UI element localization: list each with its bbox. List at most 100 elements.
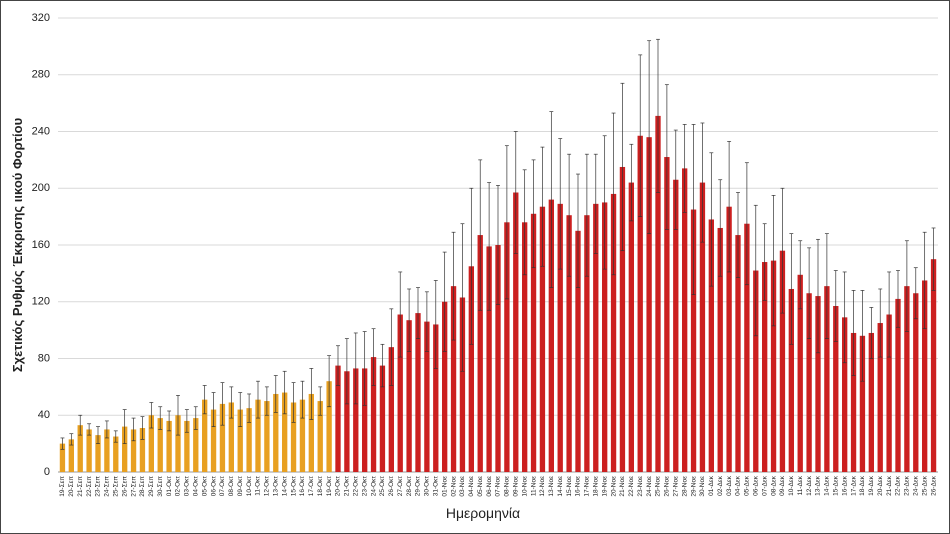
bar	[602, 202, 608, 472]
x-tick-label: 20-Οκτ	[335, 476, 342, 497]
x-tick-label: 26-Οκτ	[388, 476, 395, 497]
error-bar	[584, 153, 589, 277]
bar	[317, 401, 323, 472]
x-tick-label: 21-Οκτ	[344, 476, 351, 497]
x-tick-label: 02-Οκτ	[175, 476, 182, 497]
error-bar	[718, 179, 723, 277]
x-tick-label: 01-Νοε	[441, 476, 448, 497]
error-bar	[496, 185, 500, 305]
x-tick-label: 04-Δεκ	[735, 475, 742, 496]
x-tick-label: 24-Δεκ	[912, 475, 919, 496]
x-tick-label: 29-Σεπ	[148, 475, 155, 496]
bar	[86, 429, 92, 472]
error-bar	[300, 380, 305, 419]
error-bar	[327, 355, 332, 408]
error-bar	[593, 153, 598, 254]
bar	[388, 347, 394, 472]
y-tick-label: 120	[32, 296, 50, 308]
error-bar	[87, 423, 92, 436]
bar	[459, 297, 466, 472]
x-tick-label: 20-Δεκ	[877, 475, 884, 496]
bar	[575, 230, 581, 472]
x-tick-label: 17-Οκτ	[308, 476, 315, 497]
error-bar	[202, 385, 207, 415]
bar	[664, 157, 670, 472]
y-tick-label: 40	[38, 409, 50, 421]
error-bar	[860, 290, 865, 382]
bar	[228, 402, 234, 472]
error-bar	[469, 187, 474, 345]
x-tick-label: 19-Νοε	[601, 476, 608, 497]
x-tick-label: 13-Οκτ	[272, 476, 279, 497]
error-bar	[824, 233, 829, 339]
bar	[59, 443, 66, 472]
bar	[708, 219, 714, 472]
bar	[122, 426, 128, 472]
error-bar	[309, 368, 314, 420]
error-bar	[931, 227, 936, 291]
bar	[682, 168, 688, 472]
error-bar	[78, 414, 83, 436]
error-bar	[140, 416, 145, 440]
bar	[335, 365, 341, 472]
error-bar	[318, 386, 323, 416]
bar	[442, 301, 448, 472]
x-tick-label: 07-Δεκ	[761, 475, 768, 496]
x-tick-label: 25-Δεκ	[921, 475, 928, 496]
error-bar	[531, 159, 536, 269]
bar	[397, 314, 403, 472]
bar	[548, 199, 554, 472]
error-bar	[727, 141, 732, 273]
x-tick-label: 09-Δεκ	[779, 475, 786, 496]
x-tick-label: 07-Νοε	[495, 476, 502, 497]
bar	[522, 222, 528, 472]
error-bar	[869, 307, 874, 359]
x-tick-label: 03-Νοε	[459, 476, 466, 497]
bar	[308, 393, 314, 472]
y-tick-label: 240	[32, 125, 50, 137]
error-bar	[549, 111, 554, 288]
x-tick-label: 11-Δεκ	[797, 475, 804, 495]
error-bar	[771, 194, 776, 327]
x-tick-label: 18-Νοε	[592, 476, 599, 497]
x-tick-label: 20-Νοε	[610, 476, 617, 497]
bar	[130, 429, 137, 472]
bar	[95, 435, 101, 472]
y-axis-label: Σχετικός Ρυθμός Έκκρισης ιικού Φορτίου	[10, 117, 25, 372]
x-tick-label: 10-Νοε	[521, 476, 528, 497]
y-tick-label: 80	[38, 352, 50, 364]
error-bar	[922, 231, 927, 330]
bar	[415, 313, 421, 472]
x-tick-label: 06-Οκτ	[210, 476, 217, 497]
error-bar	[433, 280, 438, 369]
error-bar	[424, 291, 429, 352]
bar	[833, 306, 839, 472]
bar	[113, 436, 119, 472]
bar	[895, 298, 901, 472]
bar	[166, 420, 172, 472]
error-bar	[664, 84, 669, 230]
bar	[219, 403, 226, 472]
bar	[193, 418, 199, 472]
bar	[922, 280, 928, 472]
bar	[859, 335, 866, 472]
error-bar	[513, 131, 518, 254]
x-tick-label: 11-Νοε	[530, 476, 537, 496]
bar	[184, 420, 190, 472]
y-tick-label: 0	[44, 466, 50, 478]
bar	[273, 393, 279, 472]
bar	[806, 293, 812, 472]
bar	[299, 399, 306, 472]
error-bar	[700, 122, 705, 243]
error-bar	[398, 271, 403, 358]
error-bar	[60, 437, 65, 450]
x-tick-label: 17-Νοε	[584, 476, 591, 497]
bar	[433, 324, 439, 472]
x-tick-label: 10-Δεκ	[788, 475, 795, 496]
error-bar	[567, 153, 572, 277]
x-tick-label: 16-Οκτ	[299, 476, 306, 497]
error-bar	[896, 270, 900, 328]
bar	[753, 270, 759, 472]
bar	[673, 179, 679, 473]
